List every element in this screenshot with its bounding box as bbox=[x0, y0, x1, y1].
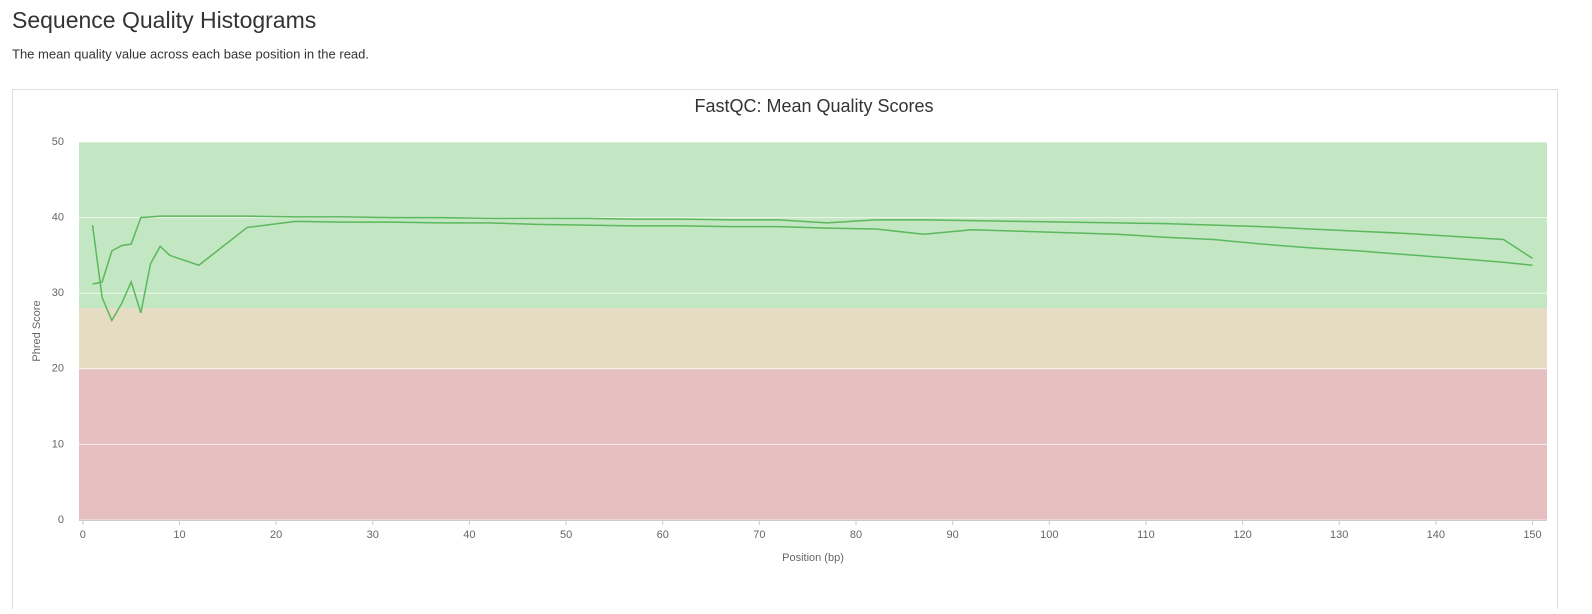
series-line bbox=[92, 215, 1533, 285]
y-tick-label: 10 bbox=[52, 438, 64, 450]
y-tick-label: 0 bbox=[58, 514, 64, 526]
y-tick-label: 50 bbox=[52, 136, 64, 148]
x-tick-label: 130 bbox=[1330, 529, 1348, 541]
y-axis-label: Phred Score bbox=[31, 300, 43, 361]
x-tick-label: 60 bbox=[657, 529, 669, 541]
x-tick-label: 100 bbox=[1040, 529, 1058, 541]
x-tick-label: 70 bbox=[753, 529, 765, 541]
x-tick-label: 40 bbox=[463, 529, 475, 541]
x-tick-label: 120 bbox=[1233, 529, 1251, 541]
y-tick-label: 40 bbox=[52, 212, 64, 224]
y-tick-label: 30 bbox=[52, 287, 64, 299]
x-tick-label: 140 bbox=[1427, 529, 1445, 541]
x-axis-label: Position (bp) bbox=[782, 552, 844, 564]
x-tick-label: 90 bbox=[947, 529, 959, 541]
x-tick-label: 50 bbox=[560, 529, 572, 541]
x-tick-label: 10 bbox=[173, 529, 185, 541]
series-line bbox=[91, 220, 1533, 323]
band bbox=[79, 142, 1547, 309]
chart-box bbox=[12, 89, 1558, 609]
x-tick-label: 20 bbox=[270, 529, 282, 541]
band bbox=[79, 308, 1547, 369]
x-tick-label: 80 bbox=[850, 529, 862, 541]
chart-title: FastQC: Mean Quality Scores bbox=[694, 96, 933, 116]
y-tick-label: 20 bbox=[52, 363, 64, 375]
x-tick-label: 30 bbox=[367, 529, 379, 541]
x-tick-label: 110 bbox=[1137, 529, 1155, 541]
x-tick-label: 0 bbox=[80, 529, 86, 541]
x-tick-label: 150 bbox=[1523, 529, 1541, 541]
page-description: The mean quality value across each base … bbox=[12, 46, 369, 61]
plot-area: 0 10 20 30 40 50 0 10 20 30 40 50 60 70 80 90 100 110 120 1… bbox=[52, 136, 1547, 541]
page-title: Sequence Quality Histograms bbox=[12, 7, 316, 33]
